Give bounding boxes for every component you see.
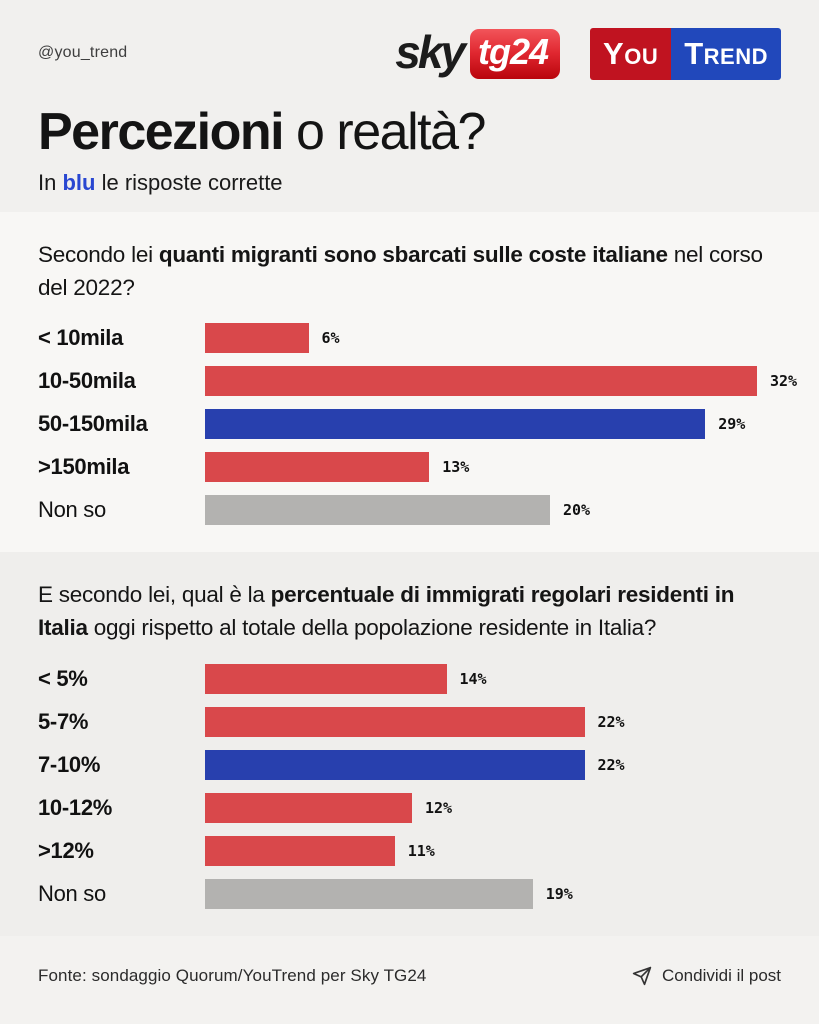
bar-chart-1: < 10mila 6% 10-50mila 32% 50-150mila 29% >150m… — [38, 323, 797, 526]
youtrend-logo-trend: Trend — [671, 28, 781, 80]
chart-row: Non so 19% — [38, 878, 781, 909]
question-text-1: Secondo lei quanti migranti sono sbarcat… — [38, 239, 781, 304]
chart-row: Non so 20% — [38, 495, 781, 526]
question-section-1: Secondo lei quanti migranti sono sbarcat… — [0, 212, 819, 553]
bar — [205, 792, 412, 823]
category-label: >12% — [38, 837, 94, 863]
value-label: 29% — [718, 415, 746, 434]
page-title: Percezioni o realtà? — [38, 103, 781, 161]
chart-row: < 5% 14% — [38, 663, 781, 694]
category-label: >150mila — [38, 454, 130, 480]
footer: Fonte: sondaggio Quorum/YouTrend per Sky… — [0, 935, 819, 1024]
chart-row: 10-50mila 32% — [38, 366, 797, 397]
bar-correct-answer — [205, 749, 585, 780]
value-label: 20% — [563, 501, 591, 520]
social-handle: @you_trend — [38, 44, 128, 61]
chart-row: 7-10% 22% — [38, 749, 781, 780]
share-label: Condividi il post — [661, 965, 781, 985]
category-label: 50-150mila — [38, 411, 148, 437]
bar — [205, 366, 757, 397]
chart-row: < 10mila 6% — [38, 323, 781, 354]
value-label: 22% — [597, 755, 625, 774]
subtitle-pre: In — [38, 170, 63, 196]
bar-chart-2: < 5% 14% 5-7% 22% 7-10% 22% 10-12% 12% >12% 11% No… — [38, 663, 781, 909]
value-label: 13% — [442, 458, 470, 477]
question-text-2: E secondo lei, qual è la percentuale di … — [38, 579, 781, 644]
bar-correct-answer — [205, 409, 706, 440]
category-label: < 10mila — [38, 325, 124, 351]
share-button[interactable]: Condividi il post — [632, 966, 781, 986]
bar — [205, 452, 430, 483]
bar — [205, 706, 585, 737]
subtitle-blu-highlight: blu — [62, 170, 96, 196]
category-label: Non so — [38, 497, 106, 523]
subtitle: In blu le risposte corrette — [38, 170, 781, 196]
category-label: 10-50mila — [38, 368, 136, 394]
chart-row: >12% 11% — [38, 835, 781, 866]
share-icon — [632, 966, 652, 986]
title-block: Percezioni o realtà? In blu le risposte … — [0, 80, 819, 196]
subtitle-post: le risposte corrette — [95, 170, 283, 196]
bar — [205, 663, 447, 694]
bar — [205, 323, 309, 354]
question-segment: E secondo lei, qual è la — [38, 582, 271, 608]
category-label: < 5% — [38, 665, 88, 691]
bar — [205, 878, 533, 909]
value-label: 32% — [770, 372, 798, 391]
header: @you_trend sky tg24 You Trend — [0, 0, 819, 80]
question-segment-bold: percentuale di immigrati regolari reside… — [38, 582, 735, 641]
value-label: 22% — [597, 712, 625, 731]
category-label: 5-7% — [38, 708, 89, 734]
bar — [205, 495, 550, 526]
page-title-bold: Percezioni — [38, 103, 285, 161]
sky-logo-text: sky — [395, 26, 466, 78]
value-label: 19% — [545, 884, 573, 903]
chart-row: 5-7% 22% — [38, 706, 781, 737]
chart-row: >150mila 13% — [38, 452, 781, 483]
youtrend-logo-you: You — [590, 28, 672, 80]
tg24-logo-badge: tg24 — [470, 29, 561, 79]
question-segment: oggi rispetto al totale della popolazion… — [87, 615, 657, 641]
value-label: 14% — [459, 669, 487, 688]
question-segment: nel corso del 2022? — [38, 242, 763, 300]
youtrend-logo: You Trend — [590, 28, 781, 80]
category-label: Non so — [38, 880, 106, 906]
question-section-2: E secondo lei, qual è la percentuale di … — [0, 552, 819, 936]
category-label: 10-12% — [38, 794, 113, 820]
question-segment-bold: quanti migranti sono sbarcati sulle cost… — [158, 242, 668, 268]
page-title-regular: o realtà? — [283, 103, 486, 161]
source-note: Fonte: sondaggio Quorum/YouTrend per Sky… — [38, 965, 427, 985]
question-segment: Secondo lei — [38, 242, 159, 268]
value-label: 12% — [425, 798, 453, 817]
logos: sky tg24 You Trend — [395, 28, 781, 80]
chart-row: 10-12% 12% — [38, 792, 781, 823]
category-label: 7-10% — [38, 751, 101, 777]
value-label: 6% — [321, 329, 340, 348]
value-label: 11% — [407, 841, 435, 860]
chart-row: 50-150mila 29% — [38, 409, 781, 440]
bar — [205, 835, 395, 866]
sky-tg24-logo: sky tg24 — [395, 26, 561, 79]
